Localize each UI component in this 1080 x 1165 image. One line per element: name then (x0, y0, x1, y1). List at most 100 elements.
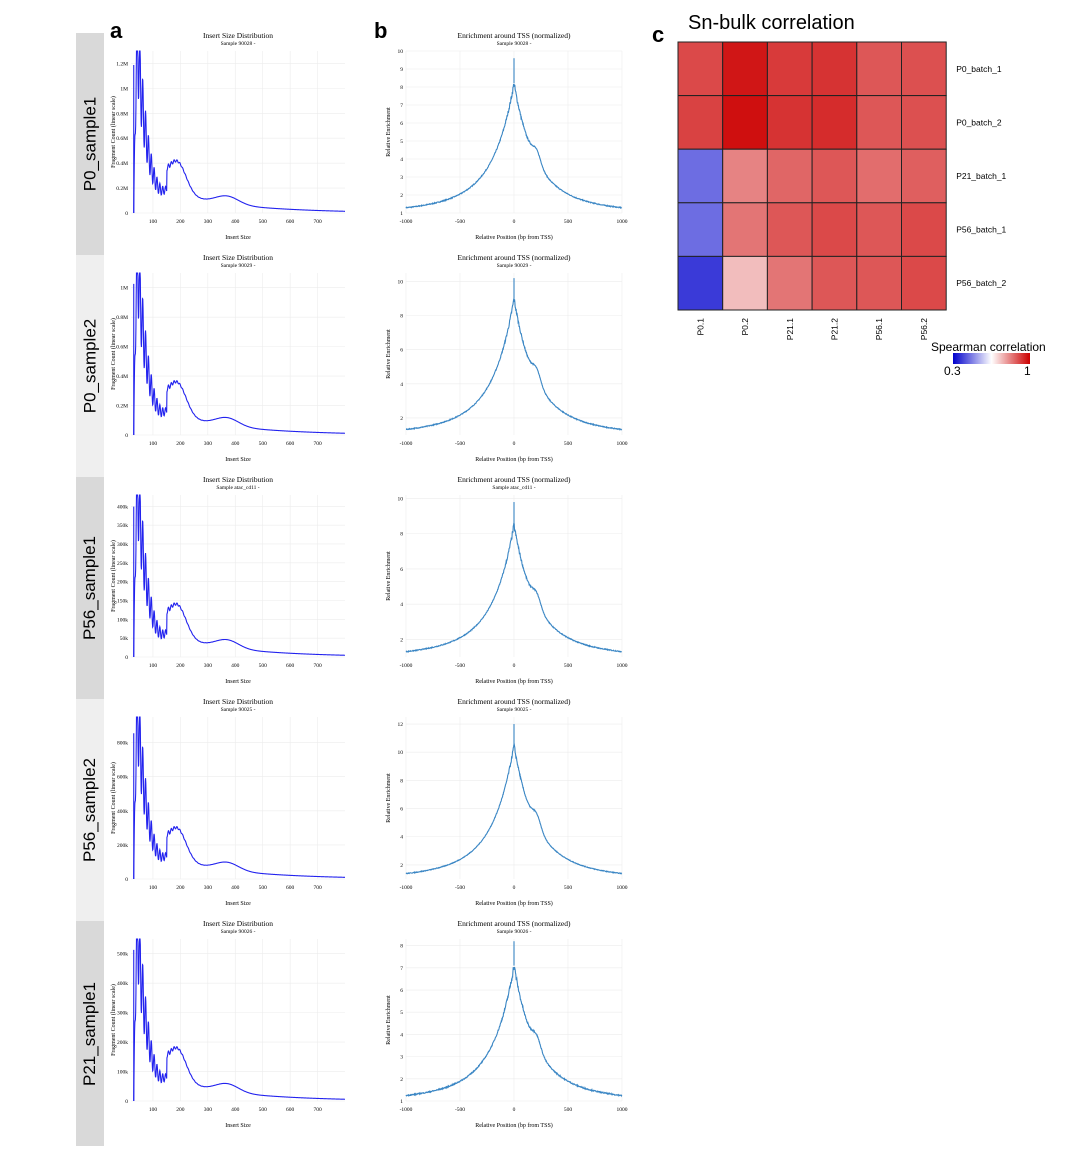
y-tick-label: 2 (400, 637, 403, 643)
heatmap-cell (901, 41, 947, 97)
y-axis-label: Relative Enrichment (386, 107, 392, 157)
heatmap-cell (677, 255, 724, 311)
series-line (405, 966, 623, 1098)
heatmap-cell (677, 95, 724, 150)
heatmap-cell (811, 148, 858, 204)
heatmap-cell (811, 95, 858, 150)
chart-title: Insert Size Distribution (203, 475, 273, 484)
x-tick-label: 700 (313, 1107, 322, 1113)
heatmap-cell (901, 255, 947, 311)
x-tick-label: 400 (231, 441, 240, 447)
heatmap-row-label: P56_batch_2 (956, 278, 1006, 288)
y-tick-label: 2 (400, 863, 403, 869)
y-tick-label: 250k (117, 561, 128, 567)
chart-subtitle: Sample 90028 - (221, 41, 256, 47)
y-tick-label: 8 (400, 532, 403, 538)
chart-title: Enrichment around TSS (normalized) (458, 31, 571, 40)
y-tick-label: 200k (117, 580, 128, 586)
chart-b-1: Enrichment around TSS (normalized)Sample… (386, 31, 628, 241)
x-axis-label: Relative Position (bp from TSS) (475, 678, 553, 685)
x-axis-label: Relative Position (bp from TSS) (475, 456, 553, 463)
heatmap-cell (811, 202, 858, 257)
y-tick-label: 500k (117, 952, 128, 958)
row-band-3: P56_sample1 (76, 477, 104, 699)
x-tick-label: 500 (259, 885, 268, 891)
y-tick-label: 4 (400, 382, 403, 388)
chart-title: Insert Size Distribution (203, 253, 273, 262)
panel-b-letter: b (374, 18, 388, 43)
y-axis-label: Relative Enrichment (386, 773, 392, 823)
y-tick-label: 350k (117, 523, 128, 529)
heatmap-cell (766, 148, 813, 204)
chart-subtitle: Sample 90028 - (497, 41, 532, 47)
x-tick-label: 100 (149, 663, 158, 669)
y-tick-label: 0.2M (116, 404, 128, 410)
heatmap-cell (722, 95, 768, 150)
heatmap-cell (766, 202, 813, 257)
heatmap-column-label: P0.2 (740, 318, 750, 336)
heatmap-cell (766, 41, 813, 97)
y-axis-label: Relative Enrichment (386, 329, 392, 379)
x-tick-label: -1000 (400, 1107, 413, 1113)
x-tick-label: 1000 (617, 219, 628, 225)
y-axis-label: Fragment Count (linear scale) (110, 318, 117, 390)
series-line (405, 298, 623, 431)
y-tick-label: 100k (117, 617, 128, 623)
legend-min-label: 0.3 (944, 364, 961, 378)
chart-title: Enrichment around TSS (normalized) (458, 475, 571, 484)
x-axis-label: Relative Position (bp from TSS) (475, 234, 553, 241)
x-tick-label: 500 (564, 441, 573, 447)
x-tick-label: 200 (176, 441, 185, 447)
y-axis-label: Fragment Count (linear scale) (110, 984, 117, 1056)
heatmap-column-label: P0.1 (695, 318, 705, 336)
y-tick-label: 8 (400, 85, 403, 91)
series-line (133, 494, 346, 658)
y-tick-label: 4 (400, 157, 403, 163)
y-tick-label: 0 (125, 877, 128, 883)
x-tick-label: 500 (564, 219, 573, 225)
x-axis-label: Insert Size (225, 1123, 251, 1129)
chart-subtitle: Sample atac_cd11 - (492, 485, 535, 491)
x-tick-label: 100 (149, 1107, 158, 1113)
x-tick-label: 1000 (617, 885, 628, 891)
x-tick-label: 500 (564, 885, 573, 891)
x-tick-label: -1000 (400, 441, 413, 447)
y-tick-label: 8 (400, 314, 403, 320)
x-tick-label: 400 (231, 1107, 240, 1113)
x-tick-label: 100 (149, 441, 158, 447)
y-tick-label: 1 (400, 211, 403, 217)
y-tick-label: 400k (117, 981, 128, 987)
heatmap-cell (856, 95, 902, 150)
x-tick-label: 500 (564, 1107, 573, 1113)
x-tick-label: 700 (313, 441, 322, 447)
series-line (133, 938, 345, 1102)
series-line (133, 716, 345, 880)
y-tick-label: 2 (400, 416, 403, 422)
x-tick-label: 100 (149, 885, 158, 891)
x-tick-label: 300 (204, 219, 213, 225)
heatmap-cell (856, 41, 902, 97)
x-tick-label: 0 (513, 219, 516, 225)
y-axis-label: Fragment Count (linear scale) (110, 762, 117, 834)
row-band-4: P56_sample2 (76, 699, 104, 921)
y-tick-label: 0.2M (116, 186, 128, 192)
x-tick-label: 0 (513, 441, 516, 447)
chart-subtitle: Sample 90029 - (221, 263, 256, 269)
chart-subtitle: Sample 90026 - (221, 929, 256, 935)
series-line (133, 272, 345, 436)
y-tick-label: 50k (120, 636, 129, 642)
heatmap-column-label: P21.2 (829, 318, 839, 340)
y-tick-label: 0.6M (116, 345, 128, 351)
y-tick-label: 6 (400, 567, 403, 573)
y-tick-label: 150k (117, 598, 128, 604)
chart-title: Enrichment around TSS (normalized) (458, 253, 571, 262)
heatmap-cell (722, 202, 768, 257)
y-tick-label: 6 (400, 988, 403, 994)
heatmap-cell (811, 41, 858, 97)
heatmap-cell (901, 95, 947, 150)
x-tick-label: 0 (513, 663, 516, 669)
y-axis-label: Relative Enrichment (386, 551, 392, 601)
y-tick-label: 1M (120, 286, 128, 292)
legend-title: Spearman correlation (931, 340, 1046, 354)
